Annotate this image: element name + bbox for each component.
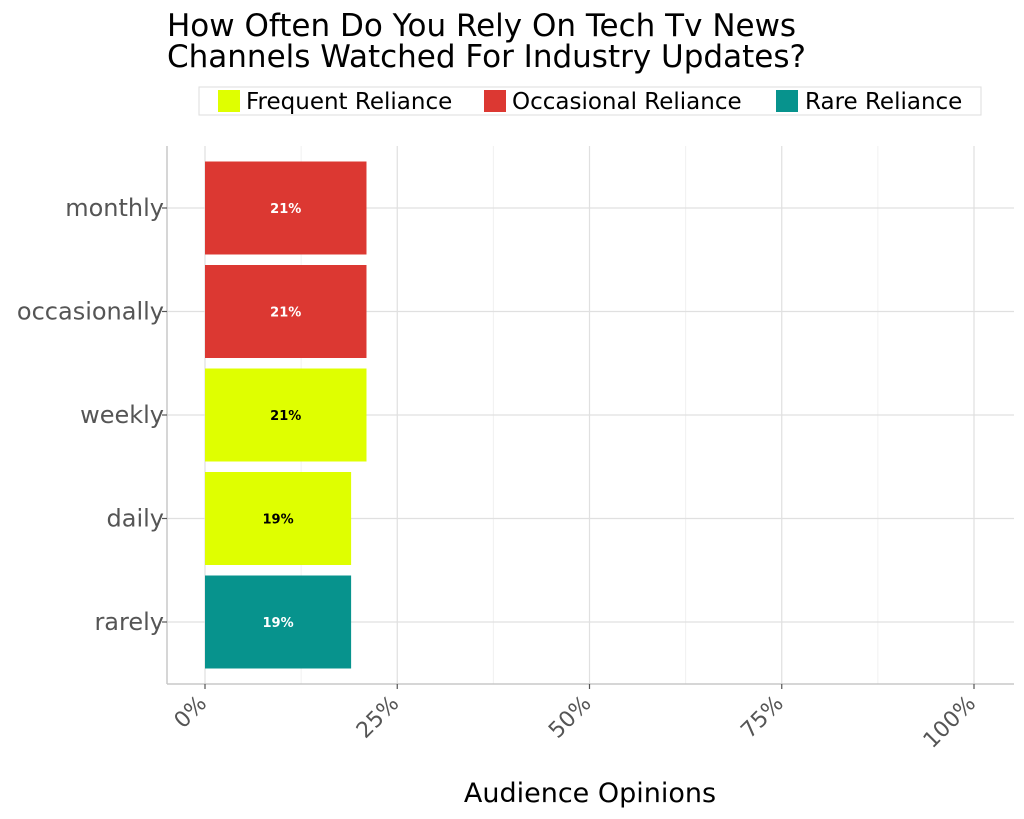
category-label-rarely: rarely [94, 608, 164, 636]
category-labels: monthly occasionally weekly daily rarely [17, 194, 167, 636]
bar-value-label-weekly: 21% [270, 409, 301, 424]
x-tick-label: 75% [736, 691, 788, 743]
chart-title-line-1: How Often Do You Rely On Tech Tv News [167, 8, 796, 44]
legend-swatch-frequent-reliance [218, 90, 240, 112]
legend-label-occasional-reliance: Occasional Reliance [512, 89, 742, 115]
x-tick-label: 25% [352, 691, 404, 743]
bar-rarely [205, 575, 352, 669]
legend-label-frequent-reliance: Frequent Reliance [246, 89, 452, 115]
category-label-weekly: weekly [80, 401, 164, 429]
x-axis-title: Audience Opinions [464, 778, 716, 809]
category-label-monthly: monthly [65, 194, 164, 222]
category-label-occasionally: occasionally [17, 298, 164, 326]
bar-monthly [205, 161, 367, 255]
bar-daily [205, 472, 352, 565]
bar-value-label-daily: 19% [262, 513, 293, 528]
x-tick-label: 100% [919, 691, 981, 753]
bar-weekly [205, 368, 367, 462]
legend-swatch-occasional-reliance [484, 90, 506, 112]
legend: Frequent Reliance Occasional Reliance Ra… [198, 86, 982, 116]
legend-box [198, 86, 982, 116]
x-tick-label: 50% [544, 691, 596, 743]
bar-occasionally [205, 265, 367, 358]
bars: 21% 21% 21% 19% 19% [205, 161, 367, 669]
bar-value-label-rarely: 19% [262, 616, 293, 631]
x-tick-labels: 0% 25% 50% 75% 100% [170, 684, 981, 753]
category-label-daily: daily [107, 505, 164, 533]
x-tick-label: 0% [170, 691, 212, 733]
chart-title-line-2: Channels Watched For Industry Updates? [167, 39, 806, 75]
legend-label-rare-reliance: Rare Reliance [805, 89, 962, 115]
legend-swatch-rare-reliance [776, 90, 798, 112]
bar-value-label-occasionally: 21% [270, 306, 301, 321]
bar-value-label-monthly: 21% [270, 202, 301, 217]
